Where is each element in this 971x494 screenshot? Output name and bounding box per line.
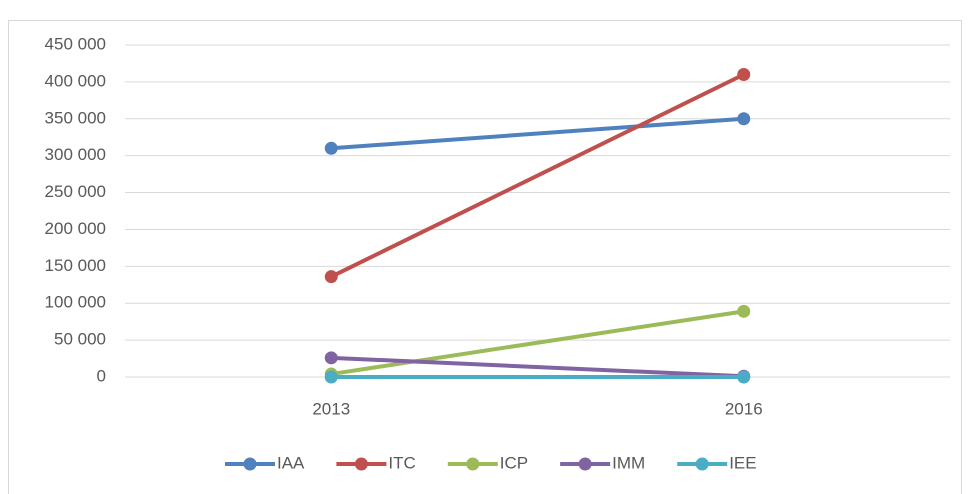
legend-marker — [243, 457, 257, 471]
marker — [737, 112, 751, 126]
y-tick-label: 300 000 — [45, 145, 106, 164]
chart-frame — [8, 20, 962, 494]
y-tick-label: 350 000 — [45, 108, 106, 127]
y-tick-label: 400 000 — [45, 71, 106, 90]
y-tick-label: 0 — [97, 366, 106, 385]
series-line — [329, 309, 746, 377]
y-tick-label: 150 000 — [45, 256, 106, 275]
legend-label: IMM — [612, 453, 645, 472]
marker — [737, 370, 751, 384]
legend-marker — [354, 457, 368, 471]
legend-label: ITC — [388, 453, 415, 472]
y-tick-label: 450 000 — [45, 34, 106, 53]
legend-label: IAA — [277, 453, 305, 472]
y-tick-label: 100 000 — [45, 293, 106, 312]
legend-label: ICP — [500, 453, 528, 472]
y-tick-label: 250 000 — [45, 182, 106, 201]
legend-marker — [578, 457, 592, 471]
marker — [737, 68, 751, 82]
series-line — [329, 72, 746, 279]
series-line — [329, 116, 746, 151]
marker — [324, 370, 338, 384]
marker — [737, 304, 751, 318]
y-tick-label: 200 000 — [45, 219, 106, 238]
legend-label: IEE — [729, 453, 756, 472]
marker — [324, 270, 338, 284]
y-tick-label: 50 000 — [54, 330, 106, 349]
legend-marker — [695, 457, 709, 471]
marker — [324, 141, 338, 155]
series-line — [329, 355, 746, 379]
legend-marker — [466, 457, 480, 471]
x-tick-label: 2016 — [725, 399, 763, 418]
marker — [324, 351, 338, 365]
x-tick-label: 2013 — [312, 399, 350, 418]
